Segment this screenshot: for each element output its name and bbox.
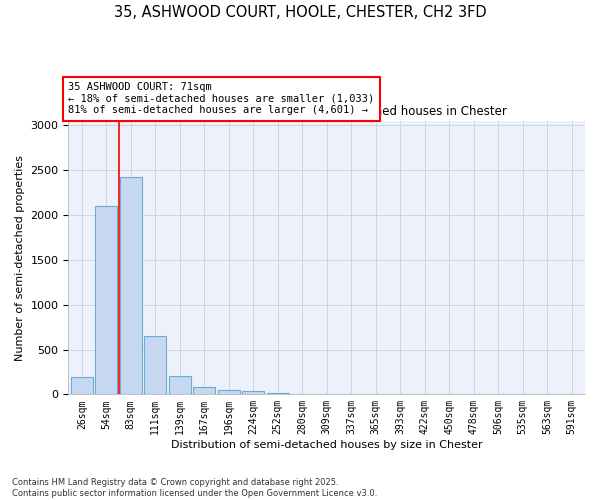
Bar xyxy=(120,178,142,394)
Bar xyxy=(242,391,264,394)
Bar xyxy=(169,376,191,394)
Bar xyxy=(218,390,240,394)
Text: Contains HM Land Registry data © Crown copyright and database right 2025.
Contai: Contains HM Land Registry data © Crown c… xyxy=(12,478,377,498)
Bar xyxy=(267,392,289,394)
X-axis label: Distribution of semi-detached houses by size in Chester: Distribution of semi-detached houses by … xyxy=(171,440,482,450)
Bar xyxy=(95,206,118,394)
Bar xyxy=(193,387,215,394)
Y-axis label: Number of semi-detached properties: Number of semi-detached properties xyxy=(15,154,25,360)
Text: 35, ASHWOOD COURT, HOOLE, CHESTER, CH2 3FD: 35, ASHWOOD COURT, HOOLE, CHESTER, CH2 3… xyxy=(113,5,487,20)
Bar xyxy=(71,378,93,394)
Title: Size of property relative to semi-detached houses in Chester: Size of property relative to semi-detach… xyxy=(147,106,506,118)
Text: 35 ASHWOOD COURT: 71sqm
← 18% of semi-detached houses are smaller (1,033)
81% of: 35 ASHWOOD COURT: 71sqm ← 18% of semi-de… xyxy=(68,82,374,116)
Bar xyxy=(145,336,166,394)
